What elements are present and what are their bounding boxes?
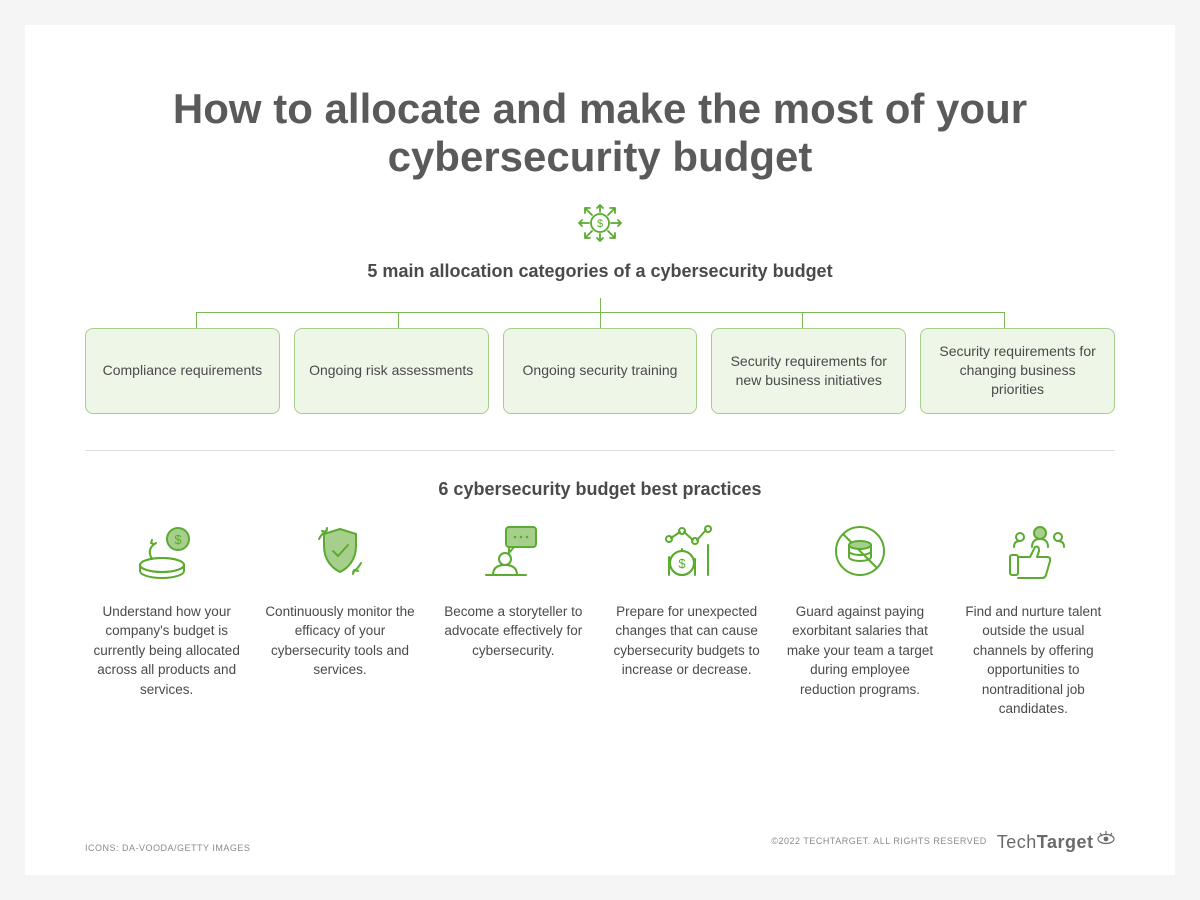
shield-refresh-icon xyxy=(262,516,417,586)
tree-connector xyxy=(95,298,1105,328)
practice-text: Prepare for unexpected changes that can … xyxy=(609,602,764,680)
footer: ICONS: DA-VOODA/GETTY IMAGES ©2022 TECHT… xyxy=(85,828,1115,853)
practice-text: Guard against paying exorbitant salaries… xyxy=(782,602,937,700)
coins-dollar-icon: $ xyxy=(89,516,244,586)
practice-item: Find and nurture talent outside the usua… xyxy=(952,516,1115,719)
page-title: How to allocate and make the most of you… xyxy=(150,85,1050,182)
category-box: Security requirements for new business i… xyxy=(711,328,906,414)
practice-item: Become a storyteller to advocate effecti… xyxy=(432,516,595,719)
svg-text:$: $ xyxy=(174,532,182,547)
chart-money-icon: $ xyxy=(609,516,764,586)
practice-item: Continuously monitor the efficacy of you… xyxy=(258,516,421,719)
section1-heading: 5 main allocation categories of a cybers… xyxy=(85,261,1115,282)
copyright: ©2022 TECHTARGET. ALL RIGHTS RESERVED xyxy=(771,836,986,846)
thumbs-people-icon xyxy=(956,516,1111,586)
practice-text: Find and nurture talent outside the usua… xyxy=(956,602,1111,719)
infographic-card: How to allocate and make the most of you… xyxy=(25,25,1175,875)
svg-text:$: $ xyxy=(597,218,603,230)
svg-text:$: $ xyxy=(678,556,686,571)
category-tree: Compliance requirementsOngoing risk asse… xyxy=(85,298,1115,414)
practice-text: Understand how your company's budget is … xyxy=(89,602,244,700)
practice-item: Guard against paying exorbitant salaries… xyxy=(778,516,941,719)
practice-item: $ Understand how your company's budget i… xyxy=(85,516,248,719)
category-box: Compliance requirements xyxy=(85,328,280,414)
category-box: Ongoing security training xyxy=(503,328,698,414)
dollar-network-icon: $ xyxy=(85,202,1115,249)
category-box: Ongoing risk assessments xyxy=(294,328,489,414)
no-overpay-icon xyxy=(782,516,937,586)
brand-logo: TechTarget xyxy=(997,828,1115,853)
section-divider xyxy=(85,450,1115,451)
icon-credit: ICONS: DA-VOODA/GETTY IMAGES xyxy=(85,843,250,853)
practice-item: $ Prepare for unexpected changes that ca… xyxy=(605,516,768,719)
speaker-chat-icon xyxy=(436,516,591,586)
category-box: Security requirements for changing busin… xyxy=(920,328,1115,414)
practice-text: Become a storyteller to advocate effecti… xyxy=(436,602,591,661)
practice-text: Continuously monitor the efficacy of you… xyxy=(262,602,417,680)
section2-heading: 6 cybersecurity budget best practices xyxy=(85,479,1115,500)
